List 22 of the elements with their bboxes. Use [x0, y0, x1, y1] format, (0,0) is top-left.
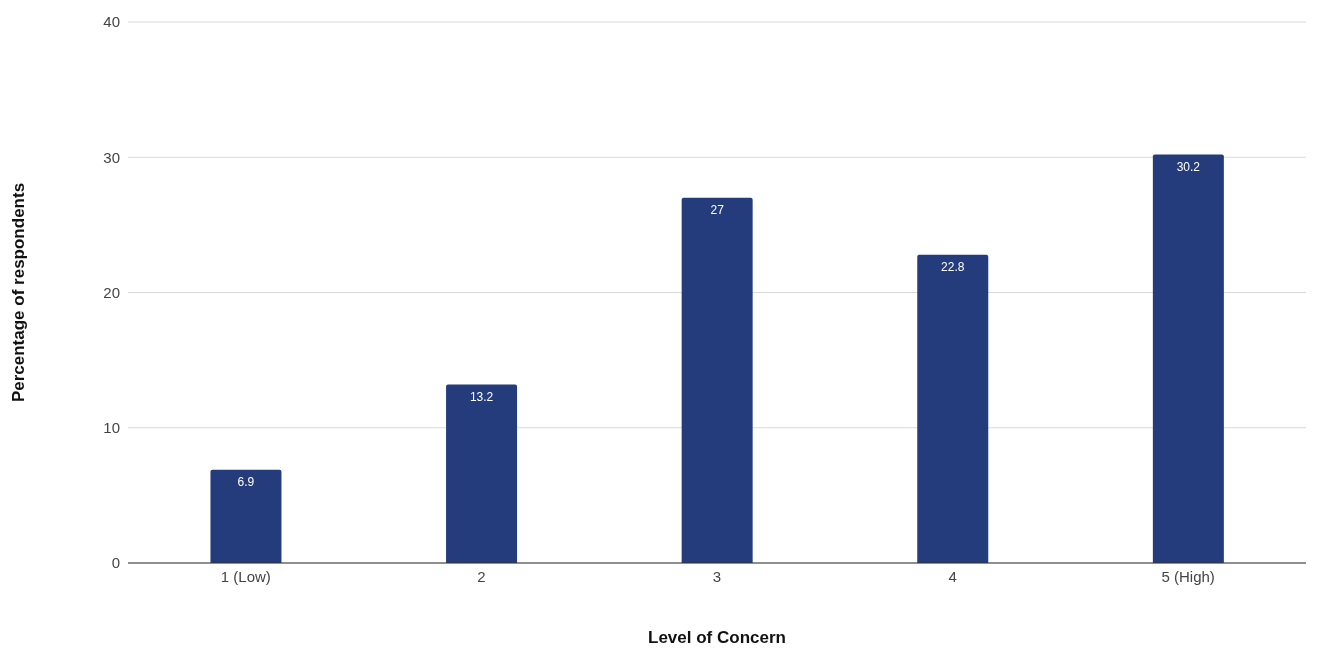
- x-tick-label: 4: [948, 567, 957, 585]
- y-axis-title: Percentage of respondents: [9, 182, 29, 403]
- y-tick-label: 30: [103, 148, 120, 166]
- x-tick-label: 3: [712, 567, 722, 585]
- data-label: 13.2: [469, 389, 494, 404]
- y-tick-label: 40: [103, 13, 120, 31]
- x-axis-title: Level of Concern: [648, 628, 786, 647]
- data-label: 22.8: [941, 260, 965, 275]
- x-tick-label: 5 (High): [1161, 567, 1215, 585]
- bar: [210, 469, 282, 563]
- x-tick-label: 2: [477, 567, 486, 585]
- bar: [917, 254, 989, 563]
- bar: [681, 197, 753, 563]
- x-tick-label: 1 (Low): [220, 567, 271, 585]
- y-tick-label: 20: [103, 283, 120, 301]
- y-tick-label: 0: [111, 554, 120, 572]
- bar: [1152, 154, 1224, 563]
- y-tick-label: 10: [103, 419, 120, 437]
- data-label: 30.2: [1176, 160, 1201, 175]
- bar: [446, 384, 518, 563]
- data-label: 27: [710, 203, 725, 218]
- data-label: 6.9: [237, 475, 255, 490]
